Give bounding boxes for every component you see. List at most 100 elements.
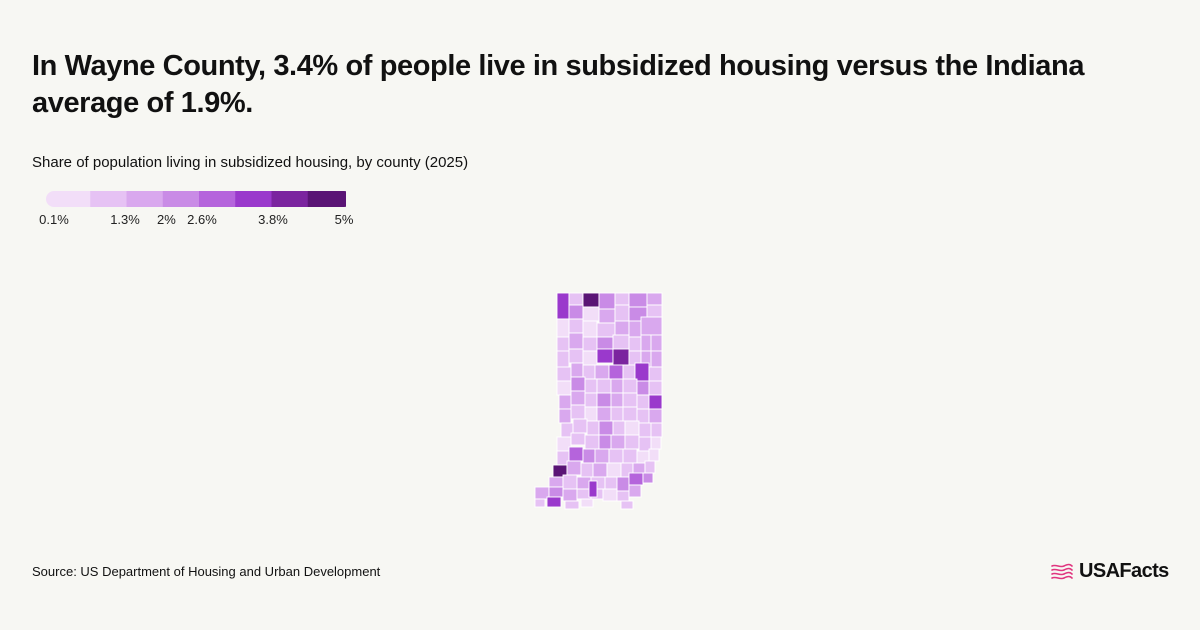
county-region	[622, 364, 636, 380]
county-region	[628, 320, 642, 338]
county-region	[608, 364, 624, 380]
county-region	[622, 392, 638, 408]
county-region	[584, 392, 598, 408]
county-region	[582, 336, 598, 352]
county-region	[594, 364, 610, 380]
county-region	[650, 334, 663, 352]
county-region	[580, 498, 594, 508]
county-region	[628, 472, 644, 486]
legend-tick-label: 3.8%	[258, 212, 288, 227]
county-region	[556, 336, 570, 352]
county-region	[584, 378, 598, 394]
county-region	[568, 318, 584, 334]
county-region	[556, 380, 572, 396]
county-region	[642, 472, 654, 484]
county-region	[614, 292, 630, 306]
legend-tick-label: 2%	[157, 212, 176, 227]
county-region	[568, 332, 584, 350]
county-region	[636, 380, 650, 396]
county-region	[648, 366, 663, 382]
county-region	[546, 496, 562, 508]
color-legend: 0.1% 1.3% 2% 2.6% 3.8% 5%	[36, 190, 353, 230]
county-region	[568, 348, 584, 364]
county-region	[616, 476, 630, 492]
indiana-county-map	[520, 285, 680, 515]
county-region	[582, 320, 598, 338]
county-region	[596, 406, 612, 422]
county-region	[534, 498, 546, 508]
legend-tick-label: 2.6%	[187, 212, 217, 227]
legend-color-ramp	[46, 191, 346, 207]
county-region	[620, 500, 634, 510]
county-region	[650, 436, 662, 450]
county-region	[624, 434, 640, 450]
headline: In Wayne County, 3.4% of people live in …	[32, 50, 1085, 119]
county-region	[568, 292, 584, 306]
county-region	[610, 406, 624, 422]
county-region	[596, 322, 616, 338]
county-region	[592, 462, 608, 478]
county-region	[584, 434, 600, 450]
county-region	[570, 390, 586, 406]
county-region	[602, 488, 618, 502]
county-region	[624, 420, 640, 436]
county-region	[580, 462, 594, 478]
county-region	[604, 476, 618, 490]
legend-tick-label: 1.3%	[110, 212, 140, 227]
county-region	[582, 350, 598, 366]
county-region	[588, 480, 598, 498]
county-region	[596, 348, 614, 364]
county-region	[614, 304, 630, 322]
county-region	[610, 378, 624, 394]
county-region	[622, 448, 638, 464]
county-region	[650, 350, 663, 368]
county-region	[628, 292, 648, 308]
legend-swatch	[126, 191, 164, 207]
county-region	[622, 378, 638, 394]
legend-swatch	[199, 191, 236, 207]
county-region	[648, 394, 663, 410]
usa-flag-icon	[1051, 563, 1073, 579]
county-region	[562, 474, 578, 490]
county-region	[598, 292, 616, 310]
county-region	[622, 406, 638, 422]
county-region	[608, 448, 624, 464]
county-region	[556, 366, 572, 382]
county-region	[586, 420, 600, 436]
county-region	[612, 334, 630, 350]
county-region	[582, 292, 600, 308]
legend-tick-label: 0.1%	[39, 212, 69, 227]
legend-swatch	[271, 191, 309, 207]
county-region	[634, 362, 650, 382]
chart-subtitle: Share of population living in subsidized…	[32, 154, 469, 171]
county-region	[648, 408, 663, 424]
county-region	[558, 394, 572, 410]
county-region	[570, 404, 586, 420]
county-region	[646, 304, 663, 318]
legend-swatch	[307, 191, 345, 207]
county-region	[570, 376, 586, 392]
county-region	[646, 292, 663, 306]
county-region	[636, 394, 650, 410]
county-region	[640, 334, 652, 352]
county-region	[616, 490, 630, 502]
legend-swatch	[54, 191, 91, 207]
county-region	[570, 362, 584, 378]
county-region	[582, 306, 600, 322]
county-region	[564, 500, 580, 510]
county-region	[558, 408, 572, 424]
county-region	[610, 434, 626, 450]
county-region	[614, 320, 630, 336]
county-region	[596, 392, 612, 408]
legend-swatch	[235, 191, 272, 207]
county-region	[628, 336, 642, 352]
county-region	[598, 308, 616, 324]
county-region	[556, 318, 570, 338]
county-region	[556, 292, 570, 320]
county-region	[548, 486, 564, 498]
county-region	[568, 446, 584, 462]
county-region	[644, 460, 656, 474]
legend-swatch	[90, 191, 127, 207]
county-region	[596, 336, 614, 350]
brand-logo: USAFacts	[1050, 560, 1169, 583]
